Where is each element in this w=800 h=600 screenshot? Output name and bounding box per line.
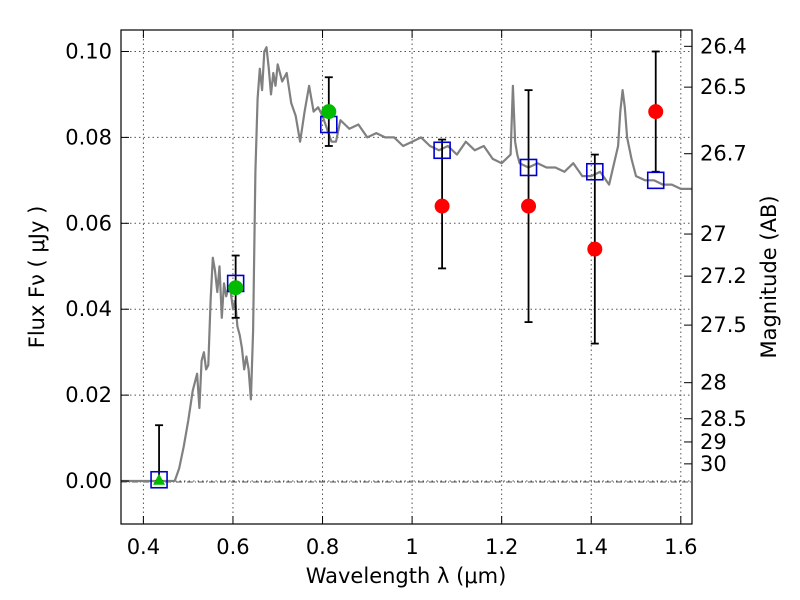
x-tick-label: 1.2 [485, 535, 518, 559]
right-tick-label: 26.7 [700, 142, 747, 166]
y-axis-label: Flux Fν ( μJy ) [25, 206, 49, 349]
y-tick-label: 0.08 [65, 125, 112, 149]
x-tick-label: 0.6 [216, 535, 249, 559]
x-tick-label: 0.8 [306, 535, 339, 559]
y-tick-label: 0.04 [65, 297, 112, 321]
x-axis-ticks: 0.4 0.6 0.8 1 1.2 1.4 1.6 [127, 30, 698, 559]
y-tick-label: 0.06 [65, 211, 112, 235]
model-flux-square [433, 141, 451, 160]
right-tick-label: 26.4 [700, 34, 747, 58]
right-tick-label: 30 [700, 452, 727, 476]
observed-flux-point [648, 104, 664, 120]
observed-flux-point [434, 198, 450, 214]
model-flux-square [519, 158, 538, 177]
observed-flux-point [587, 241, 603, 257]
x-tick-label: 1.4 [575, 535, 608, 559]
right-tick-label: 27.5 [700, 313, 747, 337]
right-axis-label: Magnitude (AB) [757, 195, 781, 358]
y-axis-ticks: 0.00 0.02 0.04 0.06 0.08 0.10 [65, 39, 129, 493]
observed-flux-point [321, 104, 337, 120]
right-tick-label: 26.5 [700, 75, 747, 99]
right-tick-label: 27 [700, 222, 727, 246]
grid [121, 30, 692, 524]
observed-flux-point [228, 280, 244, 296]
right-tick-label: 29 [700, 430, 727, 454]
observed-upper-limit-triangle [153, 473, 166, 485]
right-tick-label: 28.5 [700, 407, 747, 431]
plot-frame [120, 29, 693, 525]
x-tick-label: 1 [405, 535, 418, 559]
x-tick-label: 1.6 [664, 535, 697, 559]
markers [150, 104, 665, 489]
model-spectrum-layer [121, 46, 692, 483]
x-tick-label: 0.4 [127, 535, 160, 559]
model-flux-square [586, 162, 604, 181]
x-axis-label: Wavelength λ (μm) [306, 564, 507, 588]
y-tick-label: 0.10 [65, 39, 112, 63]
right-tick-label: 27.2 [700, 264, 747, 288]
right-tick-label: 28 [700, 371, 727, 395]
error-bars [155, 50, 660, 482]
y-tick-label: 0.02 [65, 383, 112, 407]
observed-flux-point [521, 198, 537, 214]
model-flux-square [646, 171, 665, 190]
model-spectrum-line [121, 46, 692, 483]
y-tick-label: 0.00 [65, 469, 112, 493]
model-flux-square [150, 470, 168, 489]
